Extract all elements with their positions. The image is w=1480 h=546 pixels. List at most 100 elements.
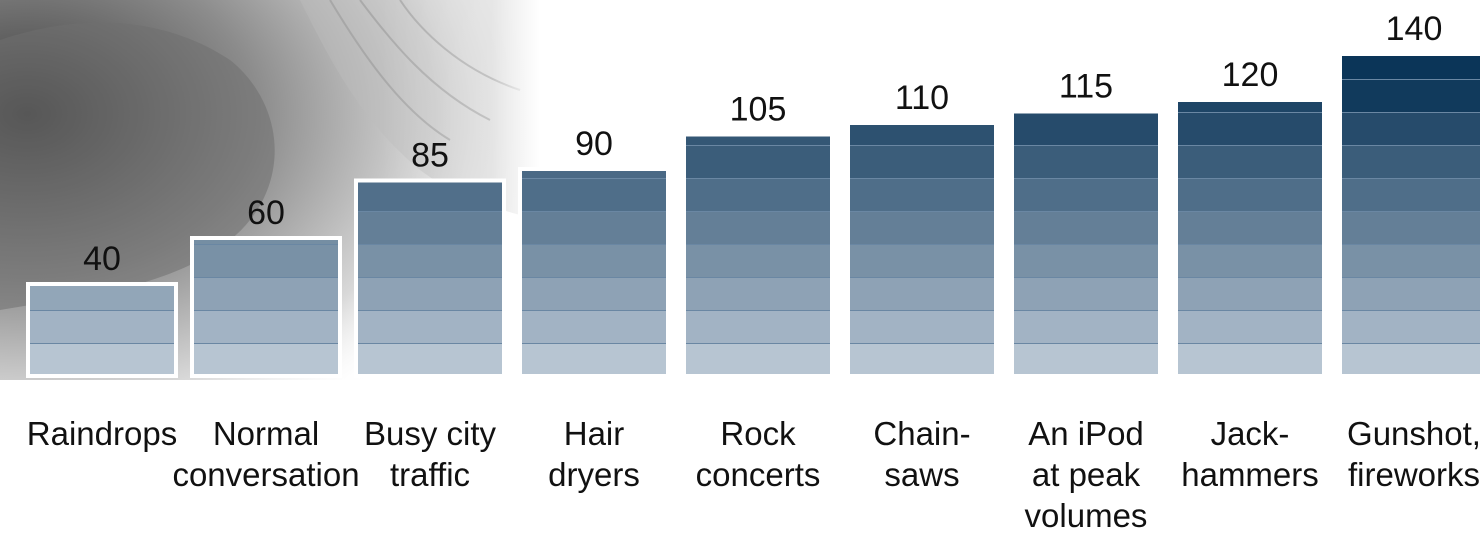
bar-band — [520, 277, 668, 310]
bar-band — [684, 178, 832, 211]
category-label: Gunshot, fireworks — [1347, 415, 1480, 493]
category-label: Rock concerts — [696, 415, 821, 493]
bar-band — [520, 211, 668, 244]
bar-band — [356, 244, 504, 277]
bar-3 — [354, 178, 506, 378]
bar-band — [848, 178, 996, 211]
bar-band — [1340, 277, 1480, 310]
bars-group — [26, 52, 1480, 378]
bar-band — [1340, 244, 1480, 277]
bar-band — [192, 310, 340, 343]
bar-outline — [190, 236, 342, 378]
bar-band — [192, 277, 340, 310]
bar-outline — [1010, 109, 1162, 378]
bar-outline — [846, 121, 998, 378]
value-label: 115 — [1059, 68, 1113, 106]
bar-band — [848, 211, 996, 244]
value-label: 110 — [895, 79, 949, 117]
bar-6 — [846, 121, 998, 378]
bar-band — [1176, 100, 1324, 112]
bar-band — [1012, 277, 1160, 310]
bar-outline — [682, 132, 834, 378]
bar-band — [848, 277, 996, 310]
bar-band — [28, 343, 176, 376]
bar-band — [684, 211, 832, 244]
bar-band — [1340, 343, 1480, 376]
bar-band — [1012, 211, 1160, 244]
bar-4 — [518, 167, 670, 378]
bar-band — [1176, 112, 1324, 145]
bar-band — [1012, 145, 1160, 178]
bar-band — [1340, 112, 1480, 145]
bar-band — [1176, 277, 1324, 310]
bar-band — [1176, 244, 1324, 277]
category-label: Busy city traffic — [364, 415, 497, 493]
category-label: An iPod at peak volumes — [1025, 415, 1148, 534]
category-label: Hair dryers — [548, 415, 640, 493]
bar-band — [356, 343, 504, 376]
value-label: 120 — [1222, 56, 1279, 94]
category-label: Jack-hammers — [1181, 415, 1319, 493]
bar-band — [684, 310, 832, 343]
category-label: Normal conversation — [172, 415, 359, 493]
bar-band — [848, 244, 996, 277]
category-label: Chain-saws — [873, 415, 970, 493]
bar-band — [192, 238, 340, 244]
bar-band — [1340, 54, 1480, 79]
bar-band — [1340, 211, 1480, 244]
bar-band — [1340, 79, 1480, 112]
bar-band — [1340, 310, 1480, 343]
bar-band — [356, 180, 504, 211]
bar-band — [520, 178, 668, 211]
value-label: 40 — [83, 240, 121, 278]
value-label: 105 — [730, 91, 787, 129]
bar-band — [520, 169, 668, 178]
bar-band — [848, 123, 996, 145]
bar-band — [1012, 244, 1160, 277]
bar-outline — [26, 282, 178, 378]
bar-band — [1012, 310, 1160, 343]
bar-outline — [354, 178, 506, 378]
bar-band — [356, 211, 504, 244]
bar-band — [1012, 178, 1160, 211]
bar-band — [1176, 145, 1324, 178]
bar-8 — [1174, 98, 1326, 378]
bar-outline — [1338, 52, 1480, 378]
category-label: Raindrops — [27, 415, 177, 452]
bar-band — [1012, 112, 1160, 145]
bar-7 — [1010, 109, 1162, 378]
bar-band — [684, 277, 832, 310]
value-label: 140 — [1386, 10, 1443, 48]
bar-1 — [26, 282, 178, 378]
bar-band — [684, 145, 832, 178]
bar-band — [848, 310, 996, 343]
bar-band — [848, 145, 996, 178]
bar-band — [356, 277, 504, 310]
bar-band — [848, 343, 996, 376]
bar-band — [1176, 310, 1324, 343]
bar-band — [684, 244, 832, 277]
bar-outline — [1174, 98, 1326, 378]
bar-band — [192, 343, 340, 376]
bar-2 — [190, 236, 342, 378]
value-label: 60 — [247, 194, 285, 232]
bar-band — [520, 310, 668, 343]
bar-band — [28, 310, 176, 343]
value-labels-group: 40 60 85 90 105 110 115 120 140 — [83, 10, 1442, 278]
bar-band — [1176, 211, 1324, 244]
bar-band — [1176, 178, 1324, 211]
bar-band — [1176, 343, 1324, 376]
bar-band — [684, 134, 832, 145]
bar-band — [520, 343, 668, 376]
bar-band — [1012, 343, 1160, 376]
bar-outline — [518, 167, 670, 378]
value-label: 90 — [575, 125, 613, 163]
bar-band — [1340, 178, 1480, 211]
bar-band — [1340, 145, 1480, 178]
bar-band — [520, 244, 668, 277]
bar-9 — [1338, 52, 1480, 378]
value-label: 85 — [411, 137, 449, 175]
bar-band — [28, 284, 176, 310]
